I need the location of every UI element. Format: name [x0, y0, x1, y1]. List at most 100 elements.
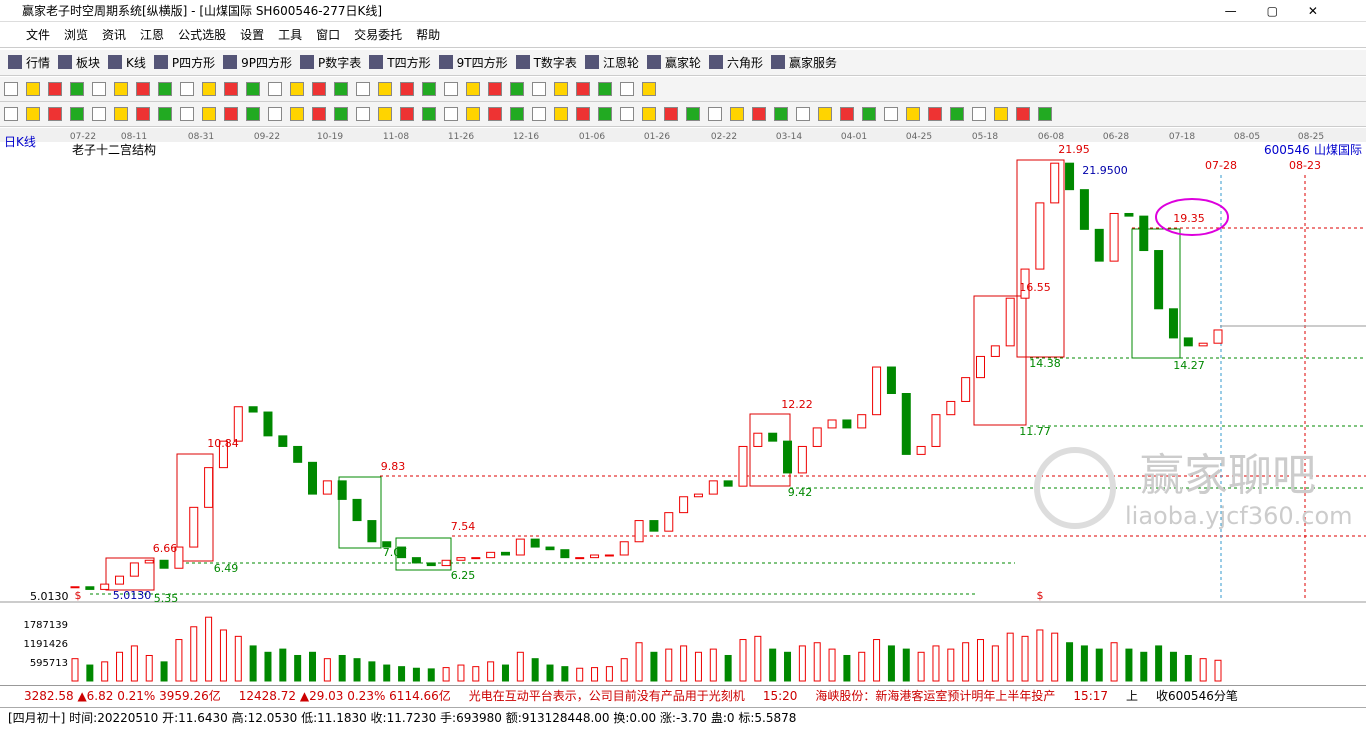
tool-icon[interactable]	[642, 107, 656, 121]
tool-icon[interactable]	[158, 107, 172, 121]
tool-icon[interactable]	[158, 82, 172, 96]
tool-icon[interactable]	[818, 107, 832, 121]
toolbar-button[interactable]: 9P四方形	[223, 54, 292, 71]
tool-icon[interactable]	[400, 107, 414, 121]
tool-icon[interactable]	[312, 82, 326, 96]
tool-icon[interactable]	[620, 82, 634, 96]
tool-icon[interactable]	[950, 107, 964, 121]
tool-icon[interactable]	[26, 82, 40, 96]
tool-icon[interactable]	[136, 107, 150, 121]
tool-icon[interactable]	[246, 82, 260, 96]
tool-icon[interactable]	[356, 82, 370, 96]
toolbar-button[interactable]: 江恩轮	[585, 54, 639, 71]
tool-icon[interactable]	[862, 107, 876, 121]
tool-icon[interactable]	[554, 107, 568, 121]
tool-icon[interactable]	[642, 82, 656, 96]
tool-icon[interactable]	[730, 107, 744, 121]
menu-item[interactable]: 浏览	[64, 28, 89, 42]
menu-item[interactable]: 工具	[278, 28, 303, 42]
tool-icon[interactable]	[444, 107, 458, 121]
tool-icon[interactable]	[70, 82, 84, 96]
tool-icon[interactable]	[994, 107, 1008, 121]
tool-icon[interactable]	[334, 82, 348, 96]
tool-icon[interactable]	[488, 82, 502, 96]
tool-icon[interactable]	[576, 107, 590, 121]
tool-icon[interactable]	[1016, 107, 1030, 121]
tool-icon[interactable]	[554, 82, 568, 96]
tool-icon[interactable]	[664, 107, 678, 121]
tool-icon[interactable]	[224, 82, 238, 96]
tool-icon[interactable]	[268, 107, 282, 121]
menu-item[interactable]: 文件	[26, 28, 51, 42]
toolbar-button[interactable]: P四方形	[154, 54, 215, 71]
tool-icon[interactable]	[972, 107, 986, 121]
tool-icon[interactable]	[466, 82, 480, 96]
tool-icon[interactable]	[906, 107, 920, 121]
toolbar-button[interactable]: 六角形	[709, 54, 763, 71]
tool-icon[interactable]	[466, 107, 480, 121]
tool-icon[interactable]	[796, 107, 810, 121]
tool-icon[interactable]	[180, 107, 194, 121]
tool-icon[interactable]	[686, 107, 700, 121]
menu-item[interactable]: 设置	[240, 28, 265, 42]
tool-icon[interactable]	[510, 107, 524, 121]
toolbar-button[interactable]: 赢家服务	[771, 54, 837, 71]
tool-icon[interactable]	[708, 107, 722, 121]
menu-item[interactable]: 公式选股	[178, 28, 227, 42]
menu-item[interactable]: 交易委托	[354, 28, 403, 42]
toolbar-button[interactable]: 9T四方形	[439, 54, 508, 71]
menu-item[interactable]: 窗口	[316, 28, 341, 42]
tool-icon[interactable]	[928, 107, 942, 121]
menu-item[interactable]: 江恩	[140, 28, 165, 42]
tool-icon[interactable]	[70, 107, 84, 121]
tool-icon[interactable]	[532, 82, 546, 96]
tool-icon[interactable]	[422, 82, 436, 96]
toolbar-button[interactable]: 行情	[8, 54, 50, 71]
tool-icon[interactable]	[4, 82, 18, 96]
tool-icon[interactable]	[752, 107, 766, 121]
tool-icon[interactable]	[246, 107, 260, 121]
tool-icon[interactable]	[136, 82, 150, 96]
window-buttons[interactable]: —▢✕	[1224, 3, 1348, 18]
tool-icon[interactable]	[290, 82, 304, 96]
tool-icon[interactable]	[422, 107, 436, 121]
toolbar-button[interactable]: P数字表	[300, 54, 361, 71]
tool-icon[interactable]	[180, 82, 194, 96]
tool-icon[interactable]	[598, 107, 612, 121]
tool-icon[interactable]	[334, 107, 348, 121]
tool-icon[interactable]	[26, 107, 40, 121]
tool-icon[interactable]	[378, 107, 392, 121]
tool-icon[interactable]	[598, 82, 612, 96]
tool-icon[interactable]	[268, 82, 282, 96]
menu-item[interactable]: 帮助	[416, 28, 441, 42]
tool-icon[interactable]	[92, 107, 106, 121]
tool-icon[interactable]	[356, 107, 370, 121]
tool-icon[interactable]	[202, 107, 216, 121]
tool-icon[interactable]	[444, 82, 458, 96]
tool-icon[interactable]	[114, 107, 128, 121]
tool-icon[interactable]	[92, 82, 106, 96]
toolbar-button[interactable]: K线	[108, 54, 146, 71]
menu-item[interactable]: 资讯	[102, 28, 127, 42]
tool-icon[interactable]	[400, 82, 414, 96]
tool-icon[interactable]	[774, 107, 788, 121]
tool-icon[interactable]	[48, 107, 62, 121]
toolbar-button[interactable]: T四方形	[369, 54, 430, 71]
tool-icon[interactable]	[884, 107, 898, 121]
tool-icon[interactable]	[488, 107, 502, 121]
tool-icon[interactable]	[114, 82, 128, 96]
tool-icon[interactable]	[532, 107, 546, 121]
tool-icon[interactable]	[224, 107, 238, 121]
tool-icon[interactable]	[1038, 107, 1052, 121]
tool-icon[interactable]	[202, 82, 216, 96]
toolbar-button[interactable]: T数字表	[516, 54, 577, 71]
toolbar-button[interactable]: 赢家轮	[647, 54, 701, 71]
tool-icon[interactable]	[576, 82, 590, 96]
tool-icon[interactable]	[620, 107, 634, 121]
toolbar-button[interactable]: 板块	[58, 54, 100, 71]
tool-icon[interactable]	[840, 107, 854, 121]
tool-icon[interactable]	[48, 82, 62, 96]
tool-icon[interactable]	[4, 107, 18, 121]
tool-icon[interactable]	[290, 107, 304, 121]
tool-icon[interactable]	[510, 82, 524, 96]
